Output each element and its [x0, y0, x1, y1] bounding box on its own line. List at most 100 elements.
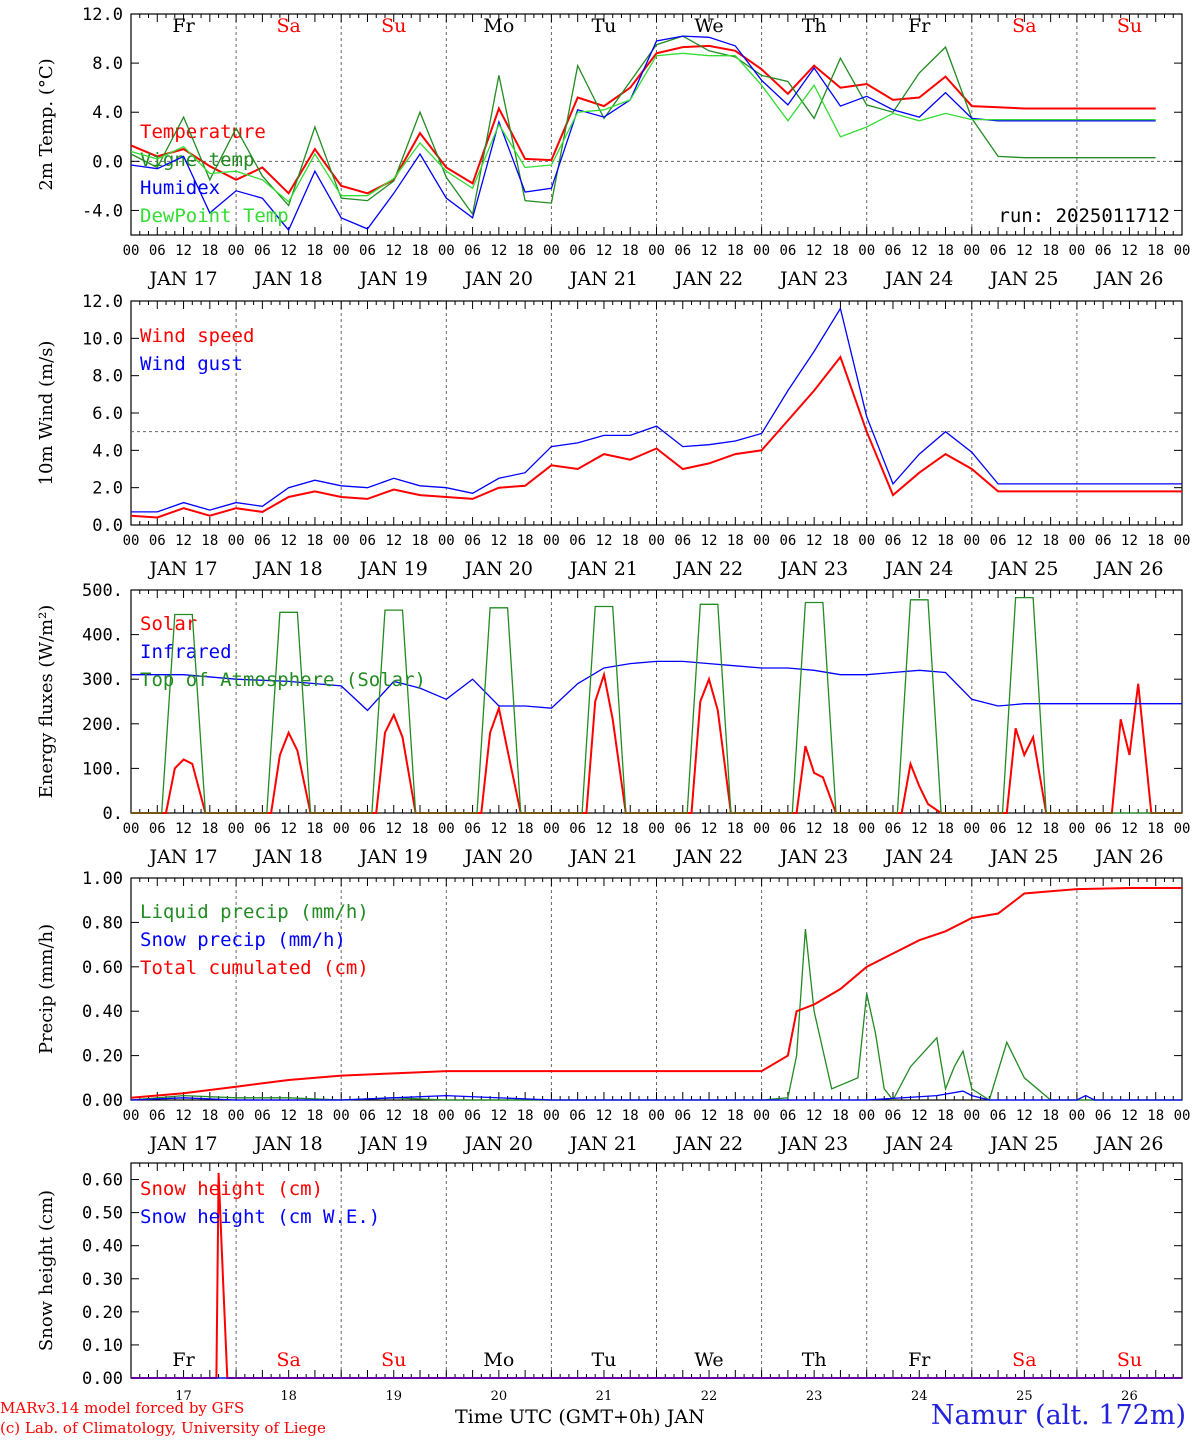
series-line-wind-speed: [130, 354, 1182, 519]
day-number-label: 22: [701, 1389, 718, 1404]
x-axis-title: Time UTC (GMT+0h) JAN: [455, 1406, 705, 1428]
hour-tick-label: 00: [858, 821, 875, 837]
hour-tick-label: 00: [543, 243, 560, 259]
series-line-liquid-precip-mm-h-: [130, 929, 1182, 1102]
hour-tick-label: 18: [727, 243, 744, 259]
date-label: JAN 19: [358, 268, 428, 290]
hour-tick-label: 00: [648, 821, 665, 837]
day-number-label: 23: [806, 1389, 823, 1404]
hour-tick-label: 12: [1121, 533, 1138, 549]
hour-tick-label: 18: [832, 533, 849, 549]
legend-entry: Top of Atmosphere (Solar): [140, 669, 426, 691]
hour-tick-label: 06: [149, 243, 166, 259]
day-of-week-label: Su: [381, 1349, 406, 1371]
y-tick-label: 6.0: [92, 404, 123, 424]
date-label: JAN 26: [1093, 846, 1163, 868]
legend-entry: DewPoint Temp: [140, 205, 289, 227]
hour-tick-label: 06: [674, 533, 691, 549]
hour-tick-label: 12: [596, 1108, 613, 1124]
y-tick-label: 0.40: [82, 1002, 123, 1022]
date-label: JAN 20: [463, 558, 533, 580]
date-label: JAN 19: [358, 558, 428, 580]
date-label: JAN 24: [883, 846, 953, 868]
date-label: JAN 18: [253, 558, 323, 580]
day-number-label: 21: [596, 1389, 613, 1404]
hour-tick-label: 18: [1042, 533, 1059, 549]
hour-tick-label: 06: [885, 1108, 902, 1124]
hour-tick-label: 06: [569, 243, 586, 259]
day-number-label: 20: [491, 1389, 508, 1404]
hour-tick-label: 18: [1147, 243, 1164, 259]
date-label: JAN 22: [673, 846, 743, 868]
date-label: JAN 26: [1093, 558, 1163, 580]
legend-entry: Snow height (cm W.E.): [140, 1206, 380, 1228]
hour-tick-label: 18: [517, 1108, 534, 1124]
hour-tick-label: 18: [201, 1108, 218, 1124]
hour-tick-label: 18: [517, 533, 534, 549]
series-line-top-of-atmosphere-solar-: [131, 596, 1182, 814]
hour-tick-label: 12: [911, 243, 928, 259]
panel-frame-3: [130, 589, 1183, 814]
day-number-label: 24: [911, 1389, 928, 1404]
hour-tick-label: 18: [201, 243, 218, 259]
hour-tick-label: 00: [333, 533, 350, 549]
hour-tick-label: 00: [438, 533, 455, 549]
hour-tick-label: 18: [832, 1108, 849, 1124]
y-tick-label: 0.50: [82, 1204, 123, 1224]
series-line-total-cumulated-cm-: [130, 887, 1182, 1099]
y-tick-label: 4.0: [92, 103, 123, 123]
hour-tick-label: 18: [306, 1108, 323, 1124]
date-label: JAN 22: [673, 1133, 743, 1155]
legend-entry: Infrared: [140, 641, 232, 663]
hour-tick-label: 06: [149, 533, 166, 549]
y-tick-label: 0.20: [82, 1047, 123, 1067]
day-of-week-label: Fr: [172, 15, 195, 37]
y-tick-label: 0.00: [82, 1091, 123, 1111]
date-label: JAN 21: [568, 558, 638, 580]
legend-entry: Humidex: [140, 177, 220, 199]
hour-tick-label: 00: [123, 821, 140, 837]
hour-tick-label: 18: [1147, 533, 1164, 549]
day-number-label: 26: [1121, 1389, 1138, 1404]
date-label: JAN 17: [147, 558, 217, 580]
hour-tick-label: 12: [280, 243, 297, 259]
date-label: JAN 21: [568, 1133, 638, 1155]
y-tick-label: 0.20: [82, 1303, 123, 1323]
hour-tick-label: 00: [1174, 1108, 1191, 1124]
hour-tick-label: 12: [385, 821, 402, 837]
date-label: JAN 18: [253, 846, 323, 868]
hour-tick-label: 06: [464, 243, 481, 259]
date-label: JAN 21: [568, 268, 638, 290]
day-of-week-label: Tu: [591, 1349, 616, 1371]
hour-tick-label: 00: [543, 1108, 560, 1124]
footer-credit: (c) Lab. of Climatology, University of L…: [0, 1419, 326, 1437]
hour-tick-label: 06: [990, 821, 1007, 837]
day-of-week-label: Fr: [172, 1349, 195, 1371]
day-of-week-label: Su: [381, 15, 406, 37]
y-tick-label: 10.0: [82, 329, 123, 349]
hour-tick-label: 06: [254, 1108, 271, 1124]
hour-tick-label: 18: [201, 533, 218, 549]
hour-tick-label: 00: [228, 1108, 245, 1124]
hour-tick-label: 00: [753, 243, 770, 259]
station-label: Namur (alt. 172m): [930, 1400, 1186, 1431]
hour-tick-label: 06: [359, 243, 376, 259]
hour-tick-label: 18: [306, 243, 323, 259]
hour-tick-label: 18: [201, 821, 218, 837]
hour-tick-label: 00: [228, 533, 245, 549]
hour-tick-label: 12: [280, 821, 297, 837]
series-line-solar: [131, 670, 1182, 814]
date-label: JAN 17: [147, 268, 217, 290]
day-number-label: 25: [1016, 1389, 1033, 1404]
hour-tick-label: 12: [1121, 821, 1138, 837]
hour-tick-label: 00: [333, 1108, 350, 1124]
hour-tick-label: 00: [438, 821, 455, 837]
date-label: JAN 25: [988, 846, 1058, 868]
hour-tick-label: 06: [779, 533, 796, 549]
hour-tick-label: 06: [1095, 533, 1112, 549]
hour-tick-label: 00: [648, 533, 665, 549]
hour-tick-label: 12: [1016, 533, 1033, 549]
hour-tick-label: 00: [963, 1108, 980, 1124]
hour-tick-label: 06: [674, 821, 691, 837]
y-tick-label: 12.0: [82, 292, 123, 312]
